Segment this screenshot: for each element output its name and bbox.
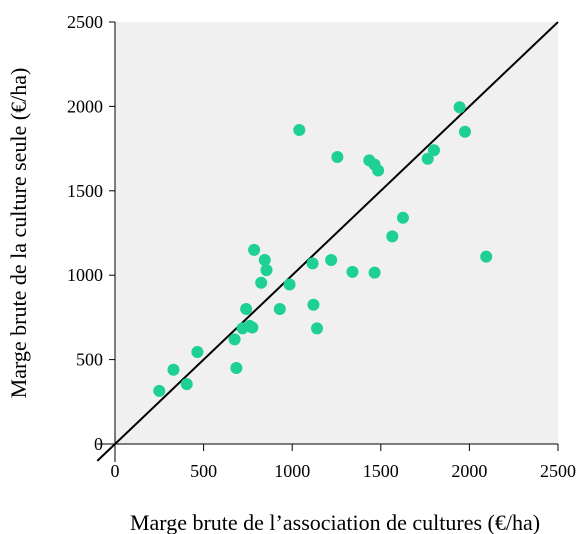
data-point: [331, 151, 344, 164]
x-tick-label: 1500: [363, 461, 399, 481]
data-point: [427, 144, 440, 157]
data-point: [260, 264, 273, 277]
data-point: [307, 298, 320, 311]
x-tick-label: 2500: [540, 461, 576, 481]
data-point: [480, 250, 493, 263]
y-axis-title: Marge brute de la culture seule (€/ha): [6, 68, 31, 399]
data-point: [273, 302, 286, 315]
data-point: [240, 302, 253, 315]
data-point: [306, 257, 319, 270]
data-point: [228, 333, 241, 346]
x-axis-title: Marge brute de l’association de cultures…: [130, 510, 540, 534]
data-point: [346, 265, 359, 278]
y-tick-label: 2500: [67, 12, 103, 32]
data-point: [255, 276, 268, 289]
y-tick-label: 1000: [67, 265, 103, 285]
data-point: [396, 211, 409, 224]
x-tick-label: 1000: [274, 461, 310, 481]
data-point: [191, 346, 204, 359]
data-point: [325, 254, 338, 267]
y-tick-label: 2000: [67, 96, 103, 116]
reference-line-y-equals-x: [96, 21, 559, 462]
x-tick-label: 2000: [451, 461, 487, 481]
data-point: [230, 362, 243, 375]
x-tick-label: 0: [111, 461, 120, 481]
y-tick-label: 1500: [67, 181, 103, 201]
data-point: [368, 266, 381, 279]
data-point: [293, 124, 306, 137]
x-axis-ticks: 0 500 1000 1500 2000 2500: [111, 444, 576, 481]
x-tick-label: 500: [190, 461, 217, 481]
data-point: [283, 278, 296, 291]
data-points: [153, 101, 493, 397]
data-point: [386, 230, 399, 243]
data-point: [421, 152, 434, 165]
data-point: [453, 101, 466, 114]
data-point: [153, 384, 166, 397]
data-point: [458, 125, 471, 138]
data-point: [372, 164, 385, 177]
data-point: [180, 378, 193, 391]
data-point: [246, 321, 259, 334]
data-point: [248, 243, 261, 256]
data-point: [311, 322, 324, 335]
data-point: [167, 363, 180, 376]
y-tick-label: 500: [76, 350, 103, 370]
data-point: [258, 254, 271, 267]
